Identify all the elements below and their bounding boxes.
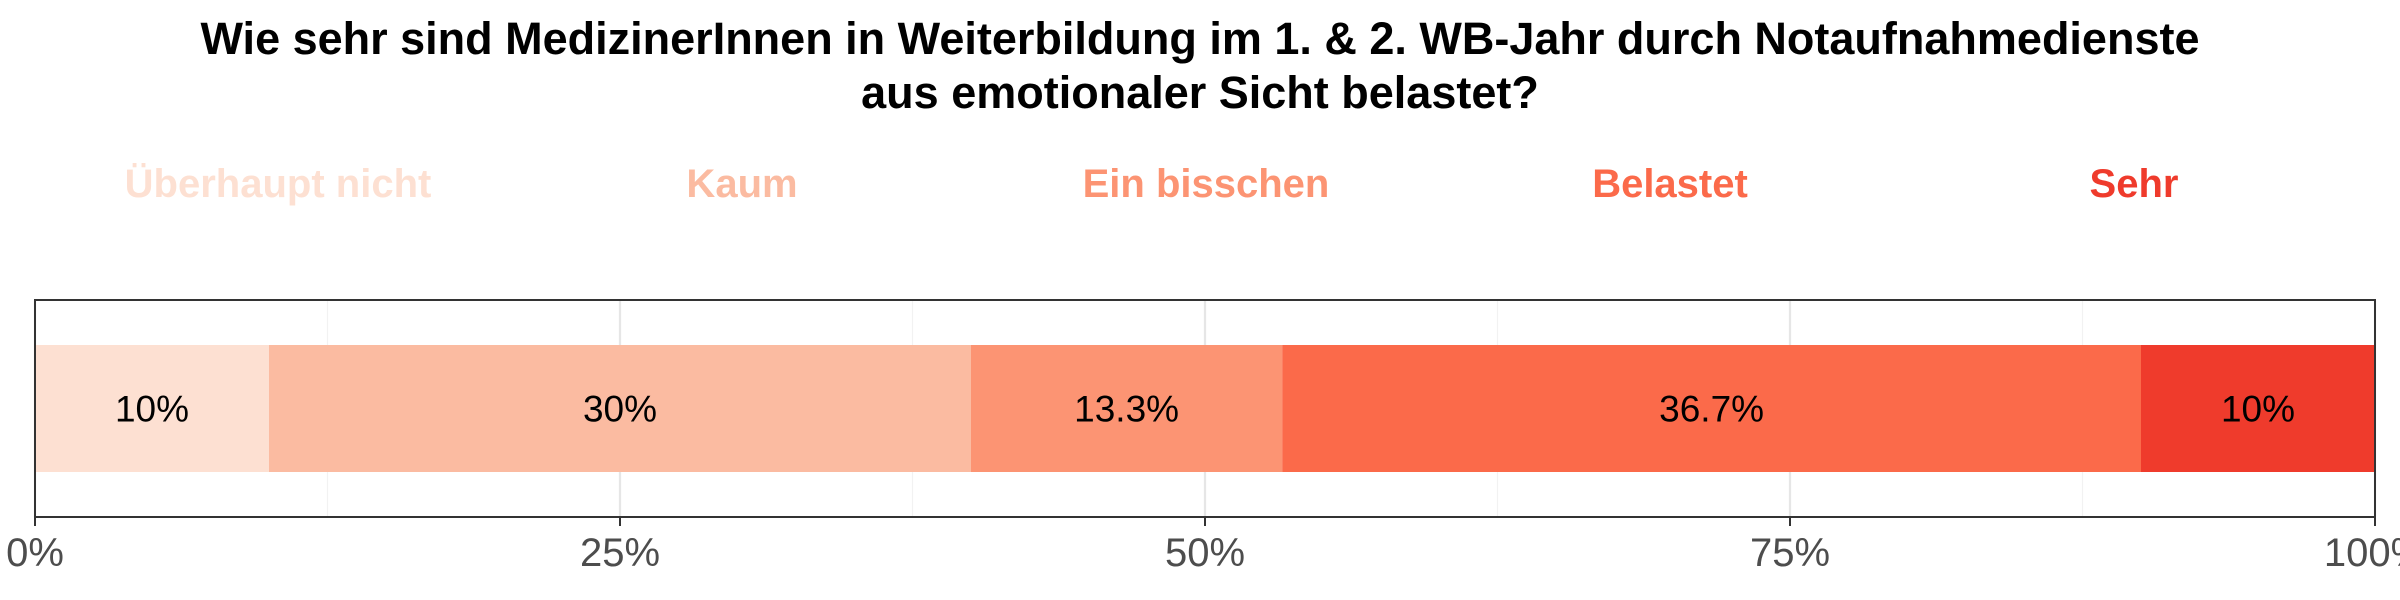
data-label: 10% xyxy=(2221,389,2295,430)
data-label: 30% xyxy=(583,389,657,430)
x-tick-label: 0% xyxy=(6,531,64,575)
x-tick-label: 75% xyxy=(1750,531,1830,575)
data-label: 13.3% xyxy=(1074,389,1179,430)
chart-title: Wie sehr sind MedizinerInnen in Weiterbi… xyxy=(0,12,2400,120)
bar-segment xyxy=(2141,345,2375,472)
legend-item: Sehr xyxy=(2089,162,2179,206)
bar-segment xyxy=(1282,345,2141,472)
chart-title-line-1: Wie sehr sind MedizinerInnen in Weiterbi… xyxy=(200,13,2200,64)
legend-item: Belastet xyxy=(1592,162,1748,206)
bar-segment xyxy=(971,345,1283,472)
legend-item: Überhaupt nicht xyxy=(124,162,432,206)
legend-item: Ein bisschen xyxy=(1082,162,1330,206)
data-label: 10% xyxy=(115,389,189,430)
x-tick-label: 50% xyxy=(1165,531,1245,575)
chart-title-line-2: aus emotionaler Sicht belastet? xyxy=(861,67,1539,118)
bar-segment xyxy=(35,345,269,472)
x-tick-label: 25% xyxy=(580,531,660,575)
bar-segment xyxy=(269,345,971,472)
data-label: 36.7% xyxy=(1659,389,1764,430)
x-tick-label: 100% xyxy=(2324,531,2400,575)
legend-item: Kaum xyxy=(686,162,798,206)
